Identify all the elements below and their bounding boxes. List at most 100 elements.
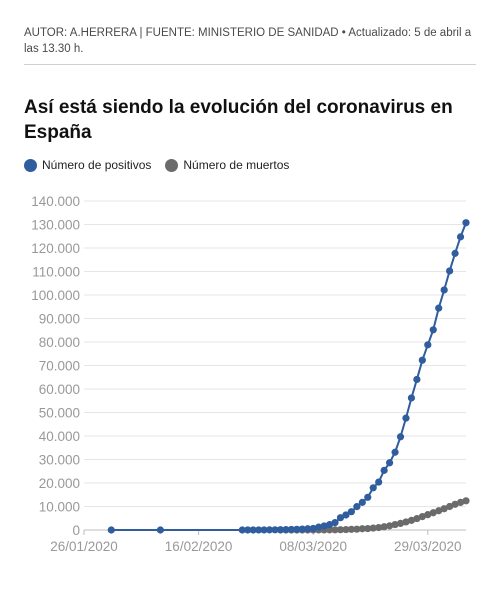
data-point-muertos[interactable]	[358, 525, 366, 533]
chart-title: Así está siendo la evolución del coronav…	[24, 97, 453, 143]
data-point-positivos[interactable]	[375, 478, 383, 486]
data-point-positivos[interactable]	[424, 341, 432, 349]
data-point-positivos[interactable]	[347, 508, 355, 516]
data-point-positivos[interactable]	[156, 526, 164, 534]
data-point-positivos[interactable]	[265, 526, 274, 534]
data-point-positivos[interactable]	[391, 448, 399, 456]
data-point-muertos[interactable]	[424, 511, 432, 519]
x-tick-label: 26/01/2020	[50, 539, 118, 554]
data-point-positivos[interactable]	[255, 526, 263, 534]
data-point-positivos[interactable]	[402, 414, 410, 422]
data-point-positivos[interactable]	[293, 525, 301, 533]
data-point-positivos[interactable]	[407, 394, 416, 402]
data-point-muertos[interactable]	[369, 524, 377, 532]
y-tick-label: 10.000	[39, 500, 80, 515]
data-point-positivos[interactable]	[271, 526, 279, 534]
data-point-positivos[interactable]	[238, 526, 246, 534]
y-tick-label: 60.000	[39, 382, 80, 397]
grid-lines	[84, 200, 466, 531]
data-series	[107, 219, 470, 534]
byline: AUTOR: A.HERRERA | FUENTE: MINISTERIO DE…	[24, 27, 472, 55]
data-point-positivos[interactable]	[331, 519, 339, 527]
line-chart: 0 10.000 20.000 30.000 40.000 50.000 60.000 70.…	[31, 194, 470, 554]
data-point-positivos[interactable]	[304, 525, 312, 533]
data-point-positivos[interactable]	[358, 498, 366, 506]
data-point-positivos[interactable]	[386, 459, 394, 467]
legend-label-positivos: Número de positivos	[42, 158, 152, 172]
data-point-muertos[interactable]	[391, 520, 399, 529]
data-point-positivos[interactable]	[429, 326, 437, 334]
y-tick-label: 80.000	[39, 335, 80, 350]
data-point-positivos[interactable]	[451, 249, 459, 257]
data-point-muertos[interactable]	[462, 497, 470, 505]
data-point-muertos[interactable]	[386, 522, 394, 530]
data-point-positivos[interactable]	[462, 219, 470, 227]
data-point-positivos[interactable]	[315, 523, 323, 531]
data-point-positivos[interactable]	[413, 375, 421, 384]
x-tick-label: 08/03/2020	[279, 539, 347, 554]
data-point-positivos[interactable]	[282, 526, 290, 534]
data-point-muertos[interactable]	[364, 524, 372, 533]
y-tick-label: 100.000	[31, 288, 80, 303]
data-point-positivos[interactable]	[320, 522, 328, 530]
data-point-positivos[interactable]	[364, 493, 372, 501]
data-point-positivos[interactable]	[107, 526, 115, 534]
data-point-muertos[interactable]	[336, 526, 345, 534]
data-point-positivos[interactable]	[309, 524, 317, 533]
data-point-positivos[interactable]	[298, 525, 306, 533]
data-point-positivos[interactable]	[325, 521, 334, 529]
data-point-muertos[interactable]	[325, 526, 334, 534]
data-point-positivos[interactable]	[260, 526, 268, 534]
data-point-positivos[interactable]	[418, 356, 426, 364]
data-point-positivos[interactable]	[446, 267, 454, 275]
data-point-muertos[interactable]	[418, 513, 426, 521]
data-point-positivos[interactable]	[276, 526, 285, 534]
data-point-positivos[interactable]	[244, 526, 252, 534]
series-line-positivos	[111, 222, 467, 531]
data-point-muertos[interactable]	[429, 509, 437, 517]
data-point-muertos[interactable]	[407, 516, 416, 524]
data-point-muertos[interactable]	[380, 523, 388, 531]
data-point-muertos[interactable]	[331, 526, 339, 534]
axes: 0 10.000 20.000 30.000 40.000 50.000 60.000 70.…	[31, 194, 461, 554]
data-point-muertos[interactable]	[347, 525, 355, 533]
y-tick-label: 0	[72, 523, 80, 538]
data-point-muertos[interactable]	[396, 519, 405, 527]
data-point-muertos[interactable]	[451, 500, 459, 508]
data-point-positivos[interactable]	[342, 511, 350, 519]
y-tick-label: 30.000	[39, 453, 80, 468]
data-point-muertos[interactable]	[440, 505, 448, 513]
y-tick-label: 50.000	[39, 406, 80, 421]
data-point-muertos[interactable]	[446, 502, 454, 511]
legend-label-muertos: Número de muertos	[183, 158, 290, 172]
y-tick-label: 130.000	[31, 218, 80, 233]
data-point-muertos[interactable]	[342, 525, 350, 534]
legend: Número de positivos Número de muertos	[24, 156, 303, 174]
data-point-muertos[interactable]	[456, 498, 465, 506]
data-point-positivos[interactable]	[369, 484, 377, 492]
data-point-positivos[interactable]	[396, 433, 405, 441]
byline-divider	[24, 64, 476, 65]
legend-item-muertos[interactable]: Número de muertos	[165, 158, 289, 172]
data-point-muertos[interactable]	[413, 514, 421, 523]
y-tick-label: 120.000	[31, 241, 80, 256]
legend-item-positivos[interactable]: Número de positivos	[24, 158, 151, 172]
y-tick-label: 110.000	[32, 265, 80, 280]
data-point-positivos[interactable]	[353, 503, 361, 511]
data-point-muertos[interactable]	[402, 518, 410, 526]
data-point-positivos[interactable]	[380, 466, 388, 474]
x-tick-label: 16/02/2020	[165, 539, 233, 554]
data-point-positivos[interactable]	[249, 526, 257, 534]
y-tick-label: 70.000	[39, 359, 80, 374]
data-point-positivos[interactable]	[287, 525, 295, 534]
data-point-muertos[interactable]	[375, 523, 383, 532]
series-positivos	[107, 219, 470, 534]
data-point-muertos[interactable]	[353, 525, 361, 533]
data-point-positivos[interactable]	[435, 304, 443, 312]
data-point-muertos[interactable]	[435, 507, 443, 515]
data-point-positivos[interactable]	[456, 233, 465, 241]
x-tick-label: 29/03/2020	[394, 539, 462, 554]
data-point-positivos[interactable]	[440, 286, 448, 294]
legend-marker-muertos	[165, 158, 179, 172]
data-point-positivos[interactable]	[336, 514, 345, 522]
